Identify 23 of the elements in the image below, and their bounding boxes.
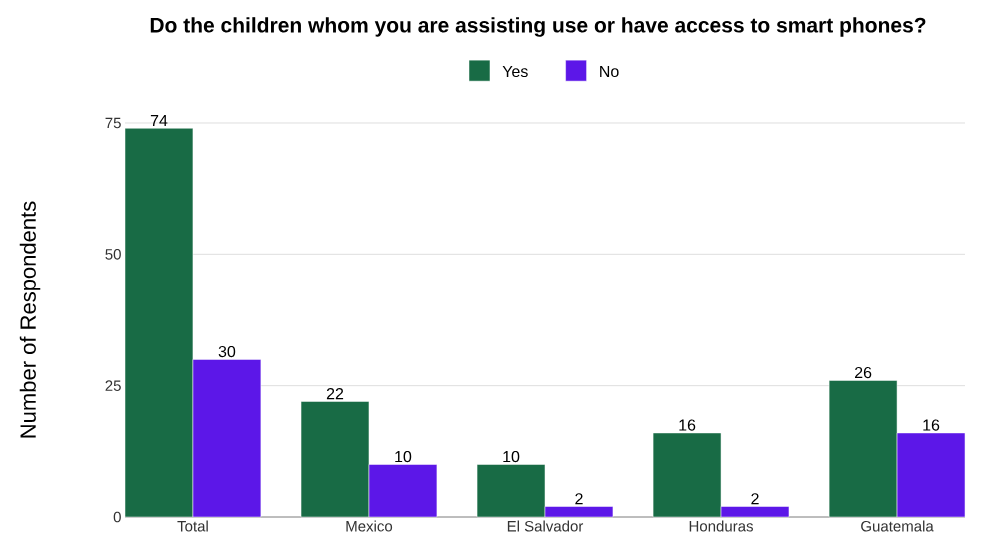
legend-label: No xyxy=(600,65,619,78)
legend-label: Yes xyxy=(502,65,528,78)
data-label: 22 xyxy=(326,388,344,400)
y-tick-label: 50 xyxy=(105,249,121,260)
x-tick-label: Honduras xyxy=(689,520,753,532)
y-axis-title: Number of Respondents xyxy=(19,201,41,438)
data-label: 26 xyxy=(854,366,872,379)
data-label: 10 xyxy=(503,450,520,463)
data-label: 2 xyxy=(575,493,583,505)
y-tick-label: 75 xyxy=(105,117,121,129)
data-label: 2 xyxy=(751,493,759,505)
data-label: 74 xyxy=(150,115,168,127)
data-label: 30 xyxy=(218,345,236,358)
x-tick-label: Mexico xyxy=(346,520,393,532)
x-tick-label: Guatemala xyxy=(861,520,934,532)
y-tick-label: 0 xyxy=(113,511,121,523)
y-tick-label: 25 xyxy=(105,380,121,391)
x-tick-label: Total xyxy=(177,520,208,532)
data-label: 16 xyxy=(679,419,696,431)
chart-title: Do the children whom you are assisting use or have access to smart phones? xyxy=(150,17,926,37)
data-label: 16 xyxy=(923,419,940,431)
data-label: 10 xyxy=(395,450,412,463)
x-tick-label: El Salvador xyxy=(507,520,584,532)
